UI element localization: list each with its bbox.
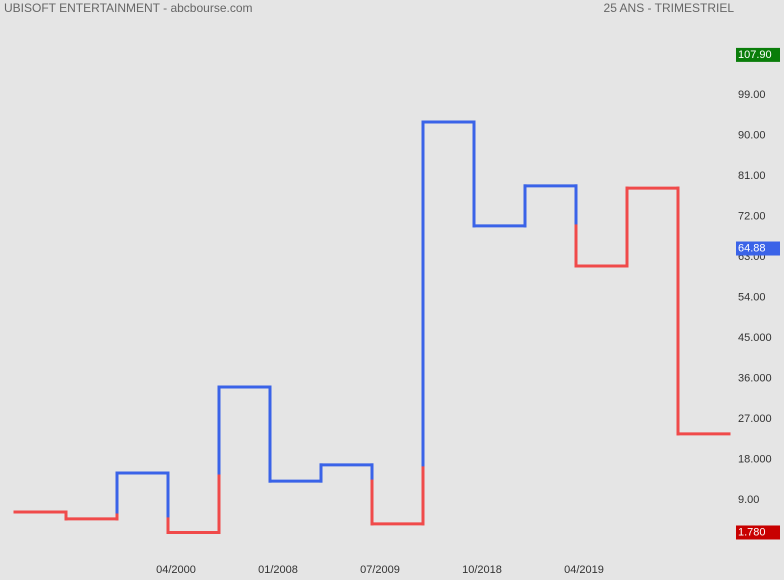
x-tick-label: 10/2018: [462, 564, 502, 576]
y-tick-label: 36.000: [738, 372, 772, 384]
x-tick-label: 01/2008: [258, 564, 298, 576]
x-tick-label: 07/2009: [360, 564, 400, 576]
x-tick-label: 04/2000: [156, 564, 196, 576]
y-tick-label: 81.00: [738, 170, 766, 182]
price-marker-label: 1.780: [738, 526, 766, 538]
price-marker: [736, 47, 780, 62]
x-tick-label: 04/2019: [564, 564, 604, 576]
y-tick-label: 9.00: [738, 494, 759, 506]
y-tick-label: 18.000: [738, 453, 772, 465]
y-tick-label: 90.00: [738, 129, 766, 141]
price-marker: [736, 241, 780, 256]
y-tick-label: 54.00: [738, 291, 766, 303]
price-marker-label: 64.88: [738, 242, 766, 254]
chart-subtitle: 25 ANS - TRIMESTRIEL: [604, 1, 735, 15]
price-marker-label: 107.90: [738, 49, 772, 61]
y-tick-label: 72.00: [738, 210, 766, 222]
y-tick-label: 45.000: [738, 332, 772, 344]
y-tick-label: 99.00: [738, 89, 766, 101]
chart-title: UBISOFT ENTERTAINMENT - abcbourse.com: [4, 1, 253, 15]
y-tick-label: 27.000: [738, 413, 772, 425]
price-marker: [736, 525, 780, 540]
